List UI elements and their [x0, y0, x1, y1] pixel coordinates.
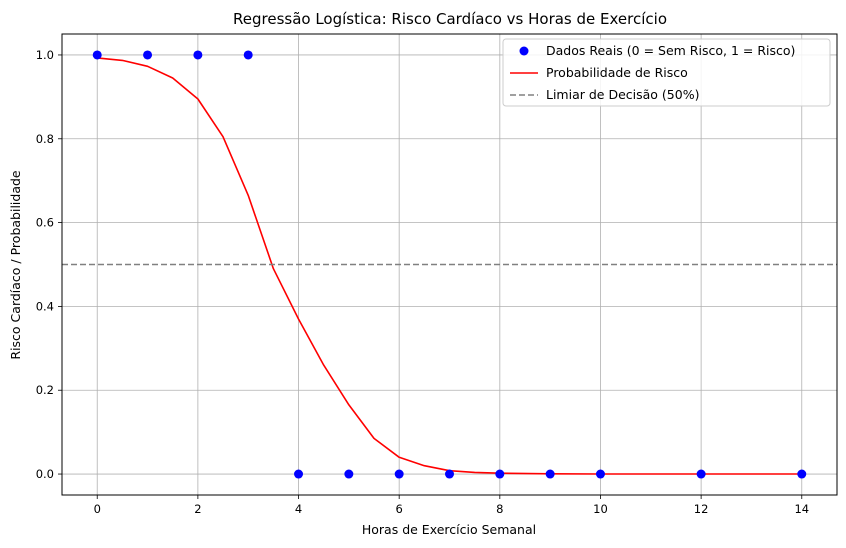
data-point: [92, 50, 102, 60]
legend-label-threshold: Limiar de Decisão (50%): [546, 87, 699, 102]
x-tick-label: 6: [396, 502, 403, 516]
legend-marker-scatter: [519, 46, 529, 56]
data-point: [595, 469, 605, 479]
y-axis-label: Risco Cardíaco / Probabilidade: [8, 170, 23, 360]
legend: Dados Reais (0 = Sem Risco, 1 = Risco) P…: [502, 38, 831, 107]
x-axis-label: Horas de Exercício Semanal: [362, 522, 536, 537]
y-tick-label: 0.8: [36, 132, 54, 146]
data-point: [394, 469, 404, 479]
x-axis: 0 2 4 6 8 10 12 14: [94, 495, 809, 516]
y-axis: 0.0 0.2 0.4 0.6 0.8 1.0: [36, 48, 62, 481]
x-tick-label: 14: [794, 502, 809, 516]
axes-frame: [61, 33, 838, 496]
x-tick-label: 8: [496, 502, 503, 516]
x-tick-label: 0: [94, 502, 101, 516]
data-point: [545, 469, 555, 479]
probability-curve: [97, 57, 802, 475]
data-point: [143, 50, 153, 60]
y-tick-label: 0.6: [36, 216, 54, 230]
x-tick-label: 2: [194, 502, 201, 516]
y-tick-label: 0.4: [36, 299, 54, 313]
x-tick-label: 12: [694, 502, 709, 516]
y-tick-label: 0.2: [36, 383, 54, 397]
x-tick-label: 4: [295, 502, 302, 516]
data-point: [193, 50, 203, 60]
data-point: [797, 469, 807, 479]
data-point: [495, 469, 505, 479]
data-point: [445, 469, 454, 479]
x-tick-label: 10: [593, 502, 608, 516]
data-point: [243, 50, 253, 60]
data-point: [696, 469, 706, 479]
plot-area: [62, 50, 837, 479]
data-point: [294, 469, 304, 479]
legend-label-line: Probabilidade de Risco: [546, 65, 688, 80]
data-point: [344, 469, 354, 479]
y-tick-label: 1.0: [36, 48, 54, 62]
chart-title: Regressão Logística: Risco Cardíaco vs H…: [233, 10, 667, 28]
y-tick-label: 0.0: [36, 467, 54, 481]
legend-label-scatter: Dados Reais (0 = Sem Risco, 1 = Risco): [546, 43, 795, 58]
legend-box: [502, 38, 831, 107]
